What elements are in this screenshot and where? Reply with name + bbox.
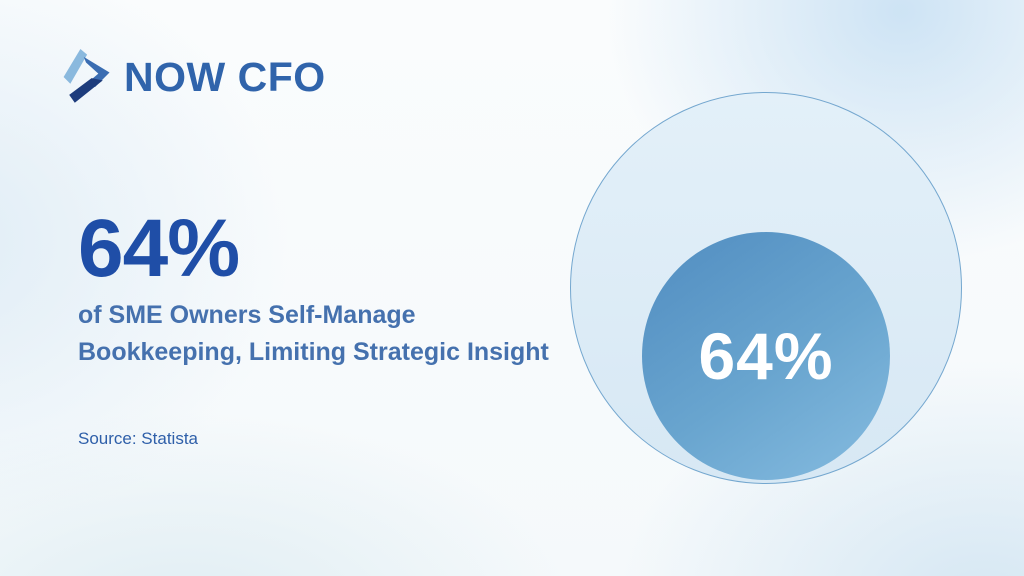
headline-stat-value: 64% — [78, 203, 240, 294]
stat-description-line-1: of SME Owners Self-Manage — [78, 301, 416, 329]
brand-name: NOW CFO — [124, 54, 326, 100]
headline-stat-description: of SME Owners Self-Manage Bookkeeping, L… — [78, 297, 549, 371]
source-attribution: Source: Statista — [78, 429, 199, 448]
nowcfo-triangle-logo-icon — [63, 49, 110, 103]
stat-description-line-2: Bookkeeping, Limiting Strategic Insight — [78, 338, 549, 366]
proportional-circle-inner: 64% — [642, 232, 890, 480]
brand-logo: NOW CFO — [58, 48, 326, 106]
circle-percentage-label: 64% — [698, 319, 834, 393]
